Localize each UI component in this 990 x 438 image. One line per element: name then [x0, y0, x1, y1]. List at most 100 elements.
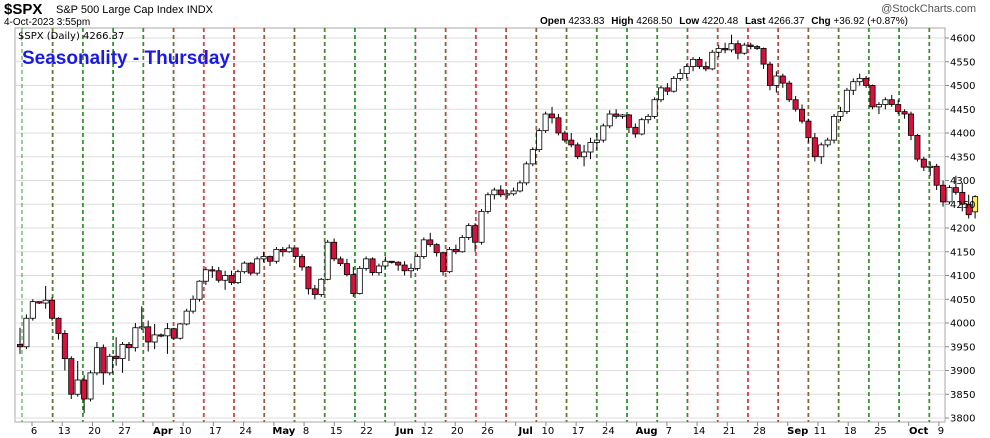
- y-tick-label: 3850: [950, 390, 975, 401]
- x-tick-label: 25: [874, 426, 887, 437]
- candle-body: [619, 114, 626, 117]
- candle-body: [266, 256, 273, 262]
- x-tick-label: 10: [542, 426, 555, 437]
- candle-body: [504, 193, 511, 196]
- y-tick-label: 4200: [950, 224, 975, 235]
- candlestick: [202, 266, 209, 285]
- candlestick: [222, 270, 229, 290]
- candlestick: [42, 285, 49, 309]
- last-value: 4266.37: [768, 16, 805, 27]
- candle-body: [568, 139, 575, 146]
- series-legend: $SPX (Daily) 4266.37: [18, 31, 124, 42]
- candle-body: [914, 134, 921, 160]
- candlestick: [209, 266, 216, 278]
- candlestick: [16, 327, 23, 354]
- candlestick: [170, 327, 177, 340]
- y-tick-label: 4500: [950, 81, 975, 92]
- candlestick: [433, 243, 440, 257]
- candle-body: [247, 262, 254, 274]
- candlestick: [824, 137, 831, 148]
- candlestick: [895, 99, 902, 114]
- candle-body: [286, 247, 293, 253]
- candle-body: [625, 114, 632, 128]
- candlestick: [363, 256, 370, 271]
- candle-body: [715, 48, 722, 53]
- candlestick: [113, 337, 120, 366]
- candlestick: [484, 192, 491, 214]
- y-tick-label: 4350: [950, 152, 975, 163]
- candle-body: [818, 144, 825, 158]
- candlestick: [792, 95, 799, 112]
- candle-body: [343, 263, 350, 275]
- chg-value: +36.92 (+0.87%): [833, 16, 908, 27]
- candlestick: [234, 269, 241, 285]
- candlestick: [151, 323, 158, 350]
- candle-body: [587, 142, 594, 153]
- candle-body: [158, 334, 165, 337]
- candle-body: [401, 264, 408, 272]
- candlestick: [196, 280, 203, 302]
- candle-body: [863, 77, 870, 86]
- candlestick: [965, 194, 972, 219]
- candle-body: [408, 267, 415, 272]
- candlestick: [273, 247, 280, 264]
- candle-body: [933, 165, 940, 186]
- candle-body: [49, 299, 56, 319]
- x-tick-label: 10: [179, 426, 192, 437]
- candle-body: [901, 111, 908, 115]
- candlestick: [529, 147, 536, 167]
- candle-body: [215, 270, 222, 281]
- candle-body: [42, 299, 49, 304]
- candle-body: [420, 239, 427, 257]
- candlestick: [472, 223, 479, 252]
- candle-body: [927, 165, 934, 168]
- candlestick: [388, 260, 395, 264]
- candle-body: [292, 247, 299, 257]
- candle-body: [382, 260, 389, 267]
- symbol: $SPX: [4, 1, 43, 18]
- candlestick: [420, 237, 427, 259]
- candle-body: [799, 108, 806, 122]
- y-tick-label: 4250: [950, 200, 975, 211]
- candle-body: [593, 139, 600, 143]
- candle-body: [606, 113, 613, 127]
- candle-body: [183, 310, 190, 325]
- candle-body: [29, 301, 36, 319]
- x-tick-label: 14: [693, 426, 706, 437]
- candlestick: [863, 76, 870, 88]
- candlestick: [164, 323, 171, 354]
- candlestick: [318, 277, 325, 297]
- candlestick: [593, 133, 600, 150]
- candle-body: [260, 256, 267, 260]
- x-tick-label: 27: [118, 426, 131, 437]
- candlestick: [747, 42, 754, 50]
- candle-body: [850, 81, 857, 91]
- candlestick: [625, 114, 632, 133]
- candle-body: [651, 99, 658, 117]
- candlestick: [369, 257, 376, 276]
- candle-body: [581, 151, 588, 158]
- candle-body: [959, 191, 966, 205]
- high-label: High: [611, 16, 634, 27]
- y-tick-label: 4000: [950, 319, 975, 330]
- candlestick: [831, 114, 838, 144]
- y-tick-label: 4300: [950, 176, 975, 187]
- candlestick: [459, 235, 466, 253]
- y-tick-label: 4400: [950, 129, 975, 140]
- candle-body: [523, 163, 530, 184]
- x-tick-label: 11: [814, 426, 827, 437]
- candlestick: [574, 142, 581, 160]
- candlestick: [843, 87, 850, 114]
- candlestick: [786, 80, 793, 103]
- candlestick: [74, 361, 81, 397]
- chg-label: Chg: [811, 16, 831, 27]
- candle-body: [145, 326, 152, 343]
- candle-body: [363, 258, 370, 269]
- candlestick: [61, 330, 68, 371]
- candlestick: [516, 180, 523, 193]
- candle-body: [946, 187, 953, 203]
- x-tick-label: 9: [938, 426, 944, 437]
- candlestick: [440, 251, 447, 276]
- candlestick: [581, 144, 588, 167]
- candlestick: [779, 73, 786, 88]
